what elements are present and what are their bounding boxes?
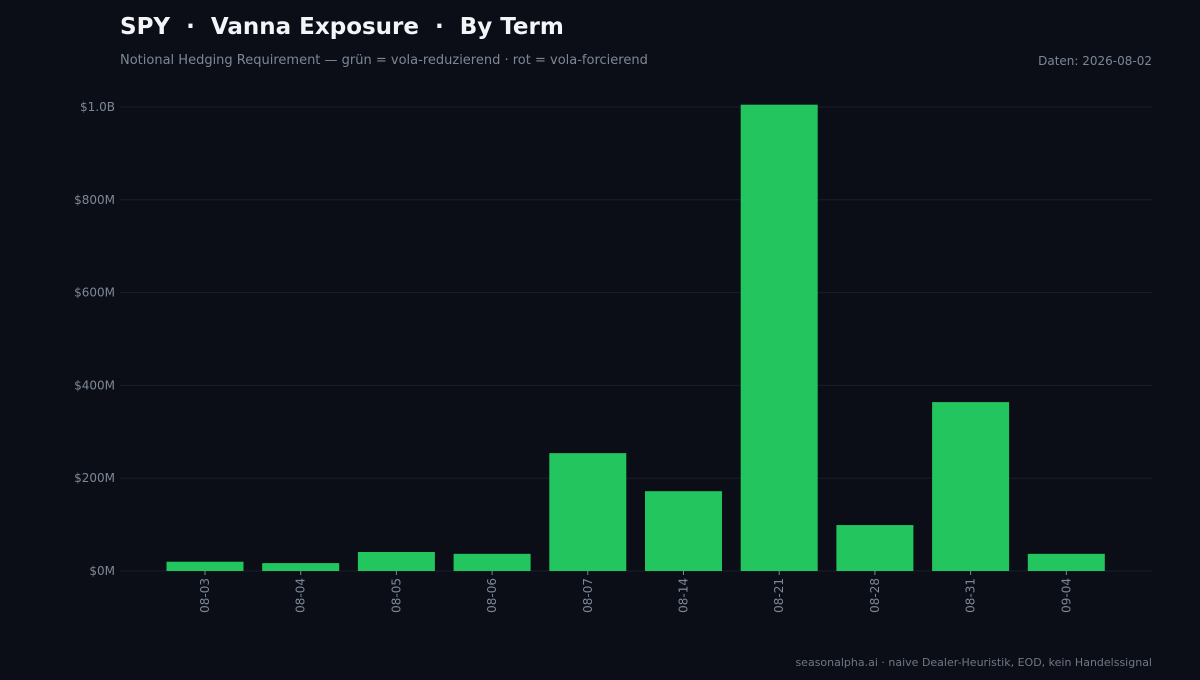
y-tick-label: $600M [74,286,115,300]
bar-08-31 [932,402,1010,571]
chart-subtitle: Notional Hedging Requirement — grün = vo… [120,53,648,68]
footer-disclaimer: seasonalpha.ai · naive Dealer-Heuristik,… [795,656,1152,669]
y-tick-label: $200M [74,471,115,485]
y-axis-ticks: $0M $200M $400M $600M $800M $1.0B [74,100,115,578]
bar-08-06 [453,553,531,571]
x-axis-ticks: 08-03 08-04 08-05 08-06 08-07 08-14 08-21 08-28… [198,571,1073,613]
x-tick-label: 08-14 [677,578,691,613]
bar-08-28 [836,525,914,571]
x-tick-label: 08-31 [964,578,978,613]
y-tick-label: $800M [74,193,115,207]
bars [166,104,1105,572]
y-tick-label: $400M [74,378,115,392]
bar-09-04 [1027,553,1105,571]
bar-08-04 [262,563,340,571]
x-tick-label: 08-05 [389,578,403,613]
x-tick-label: 08-07 [581,578,595,613]
x-tick-label: 08-21 [772,578,786,613]
x-tick-label: 08-06 [485,578,499,613]
grid-lines [120,106,1152,572]
data-date-label: Daten: 2026-08-02 [1038,54,1152,68]
bar-08-21 [740,104,818,572]
bar-08-07 [549,453,627,571]
bar-08-03 [166,561,244,571]
x-tick-label: 09-04 [1059,578,1073,613]
x-tick-label: 08-04 [294,578,308,613]
bar-08-05 [357,551,435,571]
chart-title: SPY · Vanna Exposure · By Term [120,14,564,40]
y-tick-label: $0M [89,564,115,578]
x-tick-label: 08-28 [868,578,882,613]
y-tick-label: $1.0B [80,100,115,114]
x-tick-label: 08-03 [198,578,212,613]
bar-08-14 [645,491,722,571]
